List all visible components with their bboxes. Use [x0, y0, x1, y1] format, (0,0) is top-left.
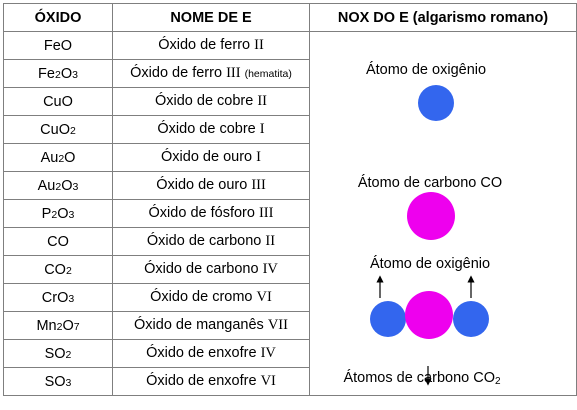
header-name: NOME DE E [112, 3, 310, 32]
name-cell: Óxido de fósforo III [112, 199, 310, 228]
formula-cell: Fe2O3 [3, 59, 113, 88]
table-row: Au2O Óxido de ouro I [3, 143, 577, 172]
formula-cell: P2O3 [3, 199, 113, 228]
formula-cell: SO3 [3, 367, 113, 396]
formula-cell: Mn2O7 [3, 311, 113, 340]
oxygen-atom-left [370, 301, 406, 337]
formula-cell: CrO3 [3, 283, 113, 312]
name-cell: Óxido de ferro III (hematita) [112, 59, 310, 88]
oxide-table: ÓXIDO NOME DE E NOX DO E (algarismo roma… [3, 3, 577, 396]
formula-cell: CuO [3, 87, 113, 116]
table-row: Mn2O7 Óxido de manganês VII [3, 311, 577, 340]
diagram-cell: Átomo de oxigênio Átomo de carbono CO Át… [309, 31, 577, 396]
table-row: CO Óxido de carbono II [3, 227, 577, 256]
table-row: SO2 Óxido de enxofre IV [3, 339, 577, 368]
formula-cell: Au2O [3, 143, 113, 172]
formula-cell: CO2 [3, 255, 113, 284]
table-header-row: ÓXIDO NOME DE E NOX DO E (algarismo roma… [3, 3, 577, 32]
header-nox: NOX DO E (algarismo romano) [309, 3, 577, 32]
name-cell: Óxido de carbono IV [112, 255, 310, 284]
table-row: SO3 Óxido de enxofre VI [3, 367, 577, 396]
table-row: Au2O3 Óxido de ouro III [3, 171, 577, 200]
table-row: CO2 Óxido de carbono IV [3, 255, 577, 284]
name-cell: Óxido de enxofre IV [112, 339, 310, 368]
name-cell: Óxido de ouro III [112, 171, 310, 200]
table-row: CrO3 Óxido de cromo VI [3, 283, 577, 312]
oxygen-atom-label-2: Átomo de oxigênio [370, 255, 490, 272]
carbon-atom-co-label: Átomo de carbono CO [358, 174, 502, 191]
formula-cell: SO2 [3, 339, 113, 368]
table-row: FeO Óxido de ferro II Átomo de oxigênio … [3, 31, 577, 396]
formula-cell: FeO [3, 31, 113, 60]
oxygen-atom [418, 85, 454, 121]
name-cell: Óxido de manganês VII [112, 311, 310, 340]
oxygen-atom-right [453, 301, 489, 337]
formula-cell: CO [3, 227, 113, 256]
formula-cell: CuO2 [3, 115, 113, 144]
name-cell: Óxido de ferro II [112, 31, 310, 60]
name-cell: Óxido de enxofre VI [112, 367, 310, 396]
header-oxide: ÓXIDO [3, 3, 113, 32]
carbon-atom-center [405, 291, 453, 339]
name-cell: Óxido de ouro I [112, 143, 310, 172]
oxygen-atom-label: Átomo de oxigênio [366, 61, 486, 78]
table-row: P2O3 Óxido de fósforo III [3, 199, 577, 228]
carbon-atoms-co2-label: Átomos de carbono CO2 [343, 369, 501, 387]
name-cell: Óxido de cobre I [112, 115, 310, 144]
table-row: Fe2O3 Óxido de ferro III (hematita) [3, 59, 577, 88]
name-cell: Óxido de cobre II [112, 87, 310, 116]
carbon-atom [407, 192, 455, 240]
molecule-diagram: Átomo de oxigênio Átomo de carbono CO Át… [343, 61, 502, 387]
name-cell: Óxido de cromo VI [112, 283, 310, 312]
formula-cell: Au2O3 [3, 171, 113, 200]
name-cell: Óxido de carbono II [112, 227, 310, 256]
